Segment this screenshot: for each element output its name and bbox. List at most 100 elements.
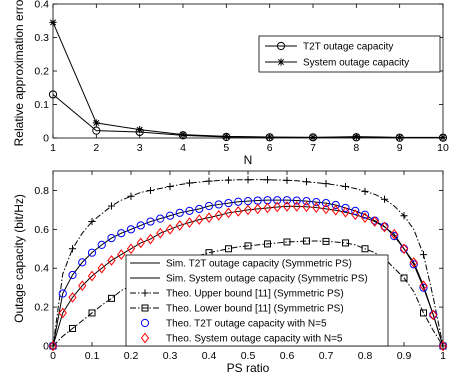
- y-tick-label: 0.1: [34, 99, 49, 111]
- error-chart-panel: 1 2 3 4 5 6 7 8 9 10 0 0.1 0.2 0.3 0.4 N Relative approx…: [12, 0, 449, 167]
- data-point-marker: [156, 227, 165, 239]
- legend-box: [125, 254, 389, 347]
- data-point-marker: [107, 255, 116, 266]
- data-point-marker: [273, 201, 282, 213]
- data-point-marker: [175, 220, 184, 231]
- data-point-marker: [87, 248, 97, 257]
- data-point-marker: [175, 208, 184, 217]
- data-point-marker: [419, 283, 428, 292]
- data-point-marker: [87, 270, 97, 282]
- data-point-marker: [380, 195, 389, 203]
- data-point-marker: [126, 243, 136, 255]
- data-point-marker: [263, 176, 272, 184]
- legend-marker: [140, 318, 150, 328]
- legend-entry-label: Sim. T2T outage capacity (Symmetric PS): [166, 259, 352, 270]
- data-point-marker: [253, 203, 262, 215]
- data-point-marker: [321, 203, 331, 215]
- y-tick-label: 0.8: [34, 185, 49, 197]
- data-point-marker: [78, 258, 87, 267]
- data-point-marker: [331, 200, 340, 210]
- data-point-marker: [97, 262, 106, 274]
- data-point-marker: [351, 209, 360, 221]
- data-point-marker: [107, 233, 116, 243]
- x-tick-label: 10: [437, 142, 449, 154]
- data-point-marker: [438, 340, 448, 352]
- data-point-marker: [283, 238, 291, 246]
- x-tick-label: 0.2: [124, 350, 139, 362]
- data-point-marker: [322, 180, 330, 188]
- data-point-marker: [92, 126, 101, 135]
- data-point-marker: [331, 204, 340, 216]
- legend-marker: [141, 289, 149, 297]
- data-point-marker: [341, 203, 350, 213]
- y-tick-label: 0: [43, 133, 49, 145]
- data-point-marker: [165, 224, 175, 235]
- data-point-marker: [78, 280, 87, 292]
- data-point-marker: [400, 212, 408, 220]
- x-tick-label: 0.8: [358, 350, 373, 362]
- legend-marker: [141, 304, 149, 312]
- data-point-marker: [68, 245, 77, 253]
- data-point-marker: [390, 228, 399, 240]
- data-point-marker: [341, 182, 350, 191]
- data-point-marker: [214, 210, 223, 221]
- data-point-marker: [204, 212, 214, 223]
- series-theo-system-n5: [48, 201, 448, 352]
- data-point-marker: [342, 239, 349, 247]
- data-point-marker: [146, 217, 155, 226]
- legend-marker: [277, 58, 285, 66]
- x-tick-label: 4: [180, 142, 186, 154]
- x-tick-label: 5: [223, 142, 229, 154]
- data-point-marker: [292, 196, 301, 205]
- x-tick-label: 0.7: [319, 350, 334, 362]
- data-point-marker: [225, 245, 232, 253]
- data-point-marker: [195, 214, 204, 225]
- y-axis-label: Outage capacity (bit/Hz): [12, 194, 26, 323]
- data-point-marker: [243, 204, 253, 216]
- x-tick-label: 0.5: [241, 350, 256, 362]
- data-point-marker: [146, 186, 155, 195]
- data-point-marker: [195, 204, 204, 214]
- data-point-marker: [361, 187, 369, 196]
- capacity-chart-panel: 0 0.1 0.2 0.3 0.4 0.5 0.6 0.7 0.8 0.9 1 0 0.2 0.4 0.6 0…: [12, 170, 448, 375]
- data-point-marker: [302, 178, 311, 186]
- data-point-marker: [360, 212, 370, 223]
- data-point-marker: [244, 242, 252, 250]
- data-point-marker: [58, 289, 67, 298]
- data-point-marker: [205, 177, 213, 185]
- series-system: [49, 18, 447, 141]
- y-tick-label: 0.4: [34, 263, 49, 275]
- data-point-marker: [108, 294, 115, 302]
- series-line: [52, 240, 444, 347]
- series-sim-system: [52, 205, 444, 347]
- data-point-marker: [156, 214, 165, 223]
- legend-entry-label: Sim. System outage capacity (Symmetric P…: [166, 274, 368, 285]
- data-point-marker: [390, 232, 399, 241]
- series-line: [52, 205, 444, 347]
- data-point-marker: [68, 270, 77, 280]
- x-tick-label: 1: [50, 142, 56, 154]
- data-point-marker: [49, 18, 57, 27]
- x-tick-label: 0.6: [280, 350, 295, 362]
- data-point-marker: [136, 221, 145, 230]
- y-tick-label: 0.3: [34, 32, 49, 44]
- data-point-marker: [360, 210, 370, 219]
- data-point-marker: [136, 126, 144, 134]
- data-point-marker: [283, 176, 291, 184]
- x-tick-label: 6: [267, 142, 273, 154]
- y-tick-label: 0.6: [34, 224, 49, 236]
- y-tick-label: 0.2: [34, 66, 49, 78]
- data-point-marker: [312, 198, 321, 207]
- data-point-marker: [224, 198, 233, 208]
- data-point-marker: [179, 131, 187, 139]
- data-point-marker: [117, 229, 126, 238]
- legend-marker: [276, 41, 286, 51]
- data-point-marker: [222, 132, 230, 140]
- data-point-marker: [58, 307, 67, 319]
- data-point-marker: [127, 192, 135, 200]
- data-point-marker: [400, 274, 408, 282]
- x-tick-label: 9: [397, 142, 403, 154]
- y-tick-label: 0: [43, 341, 49, 353]
- x-axis-label: N: [244, 153, 253, 167]
